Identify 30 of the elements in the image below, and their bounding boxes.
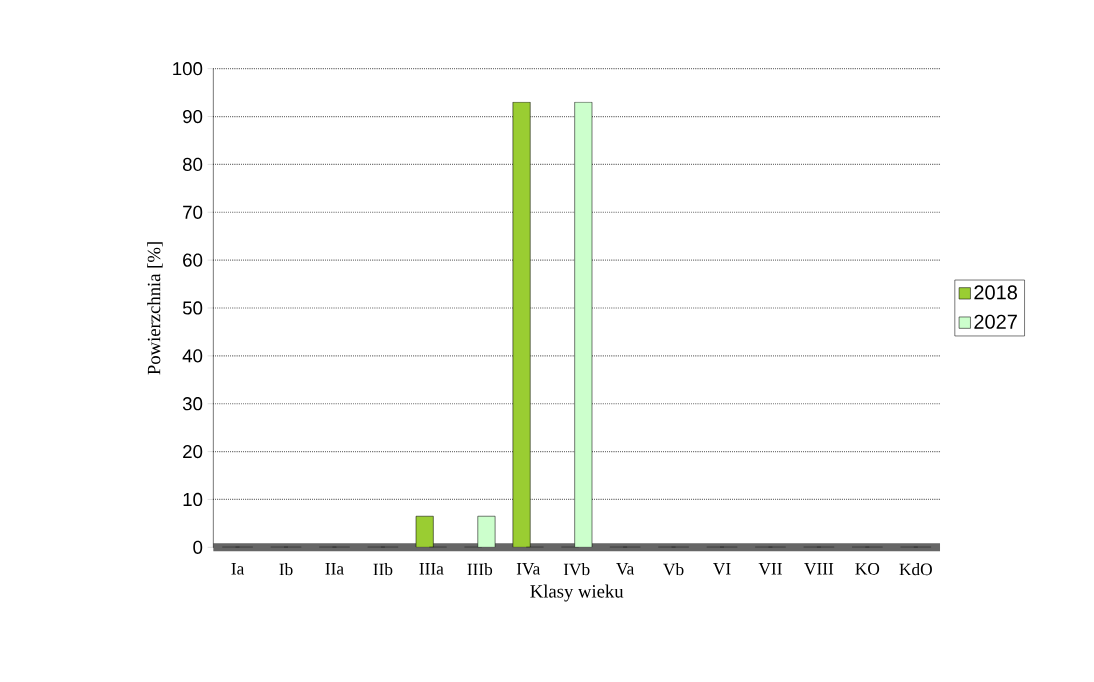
y-tick-label: 80 (182, 157, 203, 172)
x-tick-label: IIa (325, 563, 344, 575)
x-tick-label: VI (713, 563, 731, 575)
y-tick-label: 30 (182, 397, 203, 411)
x-tick-label: VII (758, 563, 782, 575)
x-tick-label: VIII (804, 563, 834, 575)
y-axis-title: Powierzchnia [%] (147, 242, 163, 375)
y-tick-label: 70 (183, 205, 203, 219)
y-tick-label: 40 (182, 349, 203, 363)
x-tick-label: Ib (279, 563, 293, 576)
y-tick-label: 20 (183, 444, 203, 459)
x-tick-label: IIIa (419, 563, 444, 575)
x-tick-label: IIb (373, 563, 393, 576)
x-tick-label: Ia (231, 563, 245, 575)
x-tick-label: IVb (563, 563, 590, 576)
x-tick-label: KdO (899, 563, 932, 576)
x-tick-label: Va (616, 563, 635, 575)
y-tick-label: 60 (183, 253, 203, 267)
y-tick-label: 0 (193, 540, 203, 554)
x-tick-label: KO (855, 563, 880, 575)
x-tick-label: IIIb (467, 563, 493, 576)
x-tick-label: Vb (663, 563, 684, 576)
legend-label: 2027 (974, 314, 1017, 329)
x-tick-label: IVa (516, 563, 541, 575)
y-tick-label: 90 (183, 109, 203, 124)
y-tick-label: 100 (173, 62, 203, 76)
legend-label: 2018 (974, 285, 1017, 300)
y-tick-label: 10 (183, 492, 203, 507)
y-tick-label: 50 (182, 301, 203, 315)
x-axis-title: Klasy wieku (530, 584, 624, 602)
